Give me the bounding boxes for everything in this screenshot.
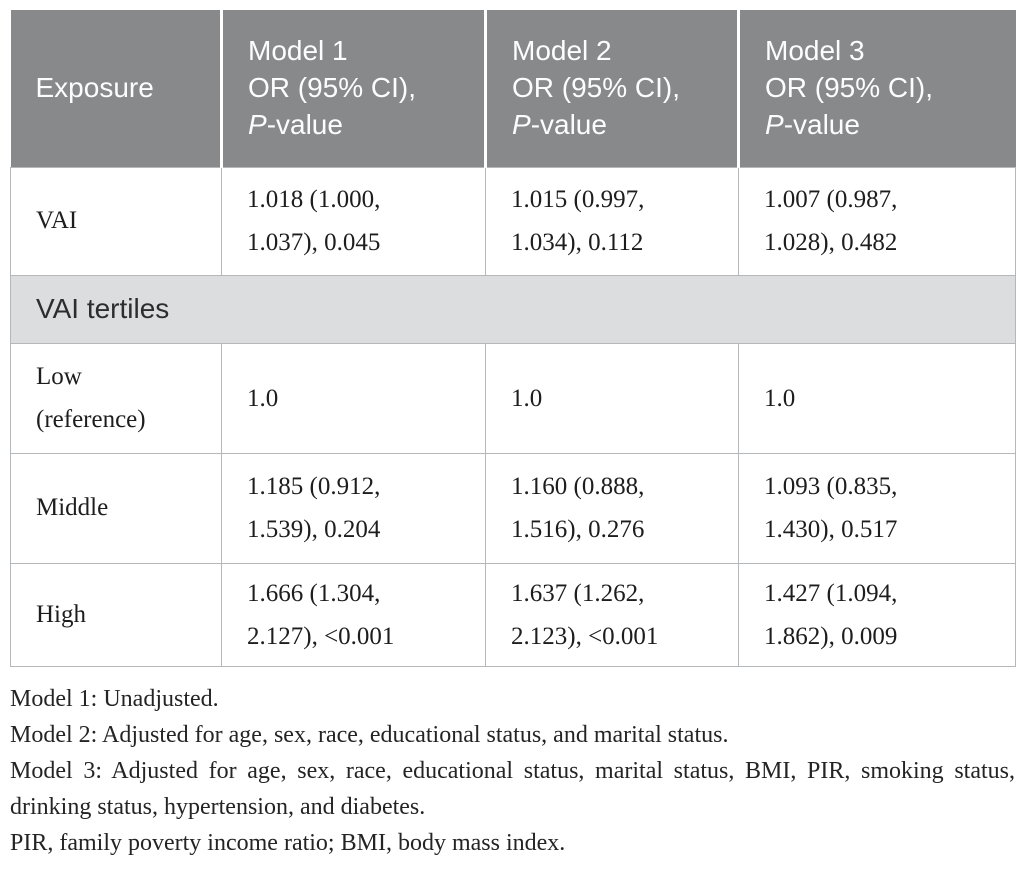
cell-high-model2: 1.637 (1.262, 2.123), <0.001 [485,562,739,667]
value-line: 1.430), 0.517 [764,516,898,543]
model3-pvalue-label: P-value [765,107,1004,144]
value-line: 2.123), <0.001 [511,622,659,650]
cell-low-label: Low (reference) [10,342,222,454]
value-line: 1.666 (1.304, [247,579,381,607]
cell-vai-model2: 1.015 (0.997, 1.034), 0.112 [485,166,739,276]
value-line: 1.0 [764,384,796,412]
row-label: High [36,600,86,628]
value-line: 1.093 (0.835, [764,473,898,500]
value-line: 1.427 (1.094, [764,579,898,607]
cell-middle-model3: 1.093 (0.835, 1.430), 0.517 [738,452,1016,564]
model1-pvalue-label: P-value [248,107,472,144]
model3-p-italic: P [765,108,784,140]
cell-low-model2: 1.0 [485,342,739,454]
model3-subtitle: OR (95% CI), [765,71,934,103]
header-model3: Model 3 OR (95% CI), P-value [737,10,1016,167]
model2-p-italic: P [512,108,531,140]
footnote-model1: Model 1: Unadjusted. [10,685,219,712]
cell-low-model3: 1.0 [738,342,1016,454]
cell-middle-model1: 1.185 (0.912, 1.539), 0.204 [221,452,486,564]
table-row-high: High 1.666 (1.304, 2.127), <0.001 1.637 … [10,562,1016,667]
value-line: 1.185 (0.912, [247,473,381,500]
model1-p-italic: P [248,108,267,140]
value-line: 1.539), 0.204 [247,516,381,543]
model1-p-suffix: -value [266,108,343,140]
value-line: 1.862), 0.009 [764,622,898,650]
model1-subtitle: OR (95% CI), [248,71,417,103]
cell-high-label: High [10,562,222,667]
value-line: 1.034), 0.112 [511,229,644,256]
value-line: 1.637 (1.262, [511,579,645,607]
cell-high-model3: 1.427 (1.094, 1.862), 0.009 [738,562,1016,667]
row-label-line: Low [36,363,82,390]
cell-middle-model2: 1.160 (0.888, 1.516), 0.276 [485,452,739,564]
value-line: 1.037), 0.045 [247,229,381,256]
value-line: 1.0 [247,384,279,412]
table-row-middle: Middle 1.185 (0.912, 1.539), 0.204 1.160… [10,452,1016,564]
table-footnotes: Model 1: Unadjusted. Model 2: Adjusted f… [10,681,1015,861]
value-line: 1.0 [511,384,543,412]
cell-high-model1: 1.666 (1.304, 2.127), <0.001 [221,562,486,667]
header-model2: Model 2 OR (95% CI), P-value [484,10,739,167]
table-header-row: Exposure Model 1 OR (95% CI), P-value Mo… [10,10,1016,167]
value-line: 1.028), 0.482 [764,229,898,256]
header-exposure-label: Exposure [35,71,154,103]
cell-vai-model3: 1.007 (0.987, 1.028), 0.482 [738,166,1016,276]
row-label: VAI [36,207,78,234]
cell-middle-label: Middle [10,452,222,564]
header-model1: Model 1 OR (95% CI), P-value [220,10,486,167]
model2-subtitle: OR (95% CI), [512,71,681,103]
footnote-abbreviations: PIR, family poverty income ratio; BMI, b… [10,829,566,856]
footnote-model3: Model 3: Adjusted for age, sex, race, ed… [10,757,1015,820]
header-exposure: Exposure [10,10,222,167]
table-row-vai: VAI 1.018 (1.000, 1.037), 0.045 1.015 (0… [10,166,1016,276]
model2-pvalue-label: P-value [512,107,725,144]
row-label-line: (reference) [36,406,146,433]
value-line: 1.160 (0.888, [511,473,645,500]
results-table: Exposure Model 1 OR (95% CI), P-value Mo… [10,10,1016,667]
value-line: 2.127), <0.001 [247,622,395,650]
model2-p-suffix: -value [530,108,607,140]
footnote-model2: Model 2: Adjusted for age, sex, race, ed… [10,721,729,748]
model3-name: Model 3 [765,34,865,66]
cell-low-model1: 1.0 [221,342,486,454]
cell-vai-model1: 1.018 (1.000, 1.037), 0.045 [221,166,486,276]
row-label: Middle [36,494,109,521]
model3-p-suffix: -value [783,108,860,140]
section-label: VAI tertiles [36,293,170,324]
value-line: 1.516), 0.276 [511,516,645,543]
model2-name: Model 2 [512,34,612,66]
value-line: 1.007 (0.987, [764,186,898,213]
table-row-low: Low (reference) 1.0 1.0 1.0 [10,342,1016,454]
model1-name: Model 1 [248,34,348,66]
section-cell-vai-tertiles: VAI tertiles [10,274,1016,344]
cell-vai-label: VAI [10,166,222,276]
value-line: 1.018 (1.000, [247,186,381,213]
table-section-row: VAI tertiles [10,274,1016,344]
value-line: 1.015 (0.997, [511,186,645,213]
